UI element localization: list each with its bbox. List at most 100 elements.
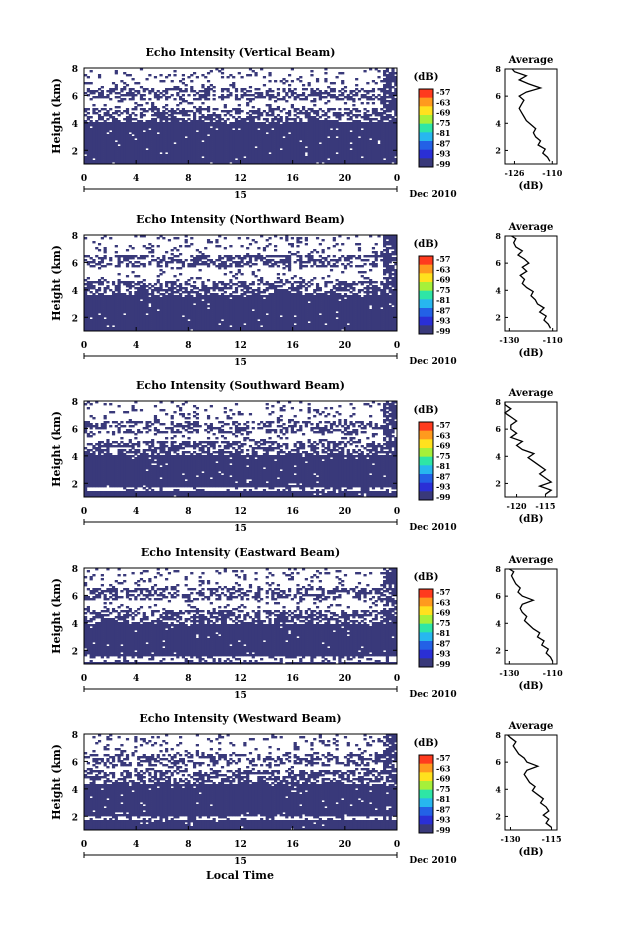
heat-cell xyxy=(355,154,359,157)
heat-cell xyxy=(366,293,370,296)
heat-cell xyxy=(195,160,199,163)
heat-cell xyxy=(181,158,185,161)
heat-cell xyxy=(192,150,197,153)
heat-cell xyxy=(246,146,250,149)
heat-cell xyxy=(268,140,272,143)
heat-cell xyxy=(165,138,169,141)
heat-cell xyxy=(265,239,269,242)
heat-cell xyxy=(385,78,390,81)
heat-cell xyxy=(338,114,342,117)
heat-cell xyxy=(371,136,376,139)
heat-cell xyxy=(240,76,244,79)
heat-cell xyxy=(139,148,144,151)
heat-cell xyxy=(142,138,146,141)
heat-cell xyxy=(276,148,281,151)
heat-cell xyxy=(388,76,392,79)
heat-cell xyxy=(162,138,166,141)
heat-cell xyxy=(274,132,278,135)
heat-cell xyxy=(260,257,264,260)
heat-cell xyxy=(268,98,272,101)
heat-cell xyxy=(128,160,132,163)
heat-cell xyxy=(165,98,169,101)
heat-cell xyxy=(265,152,269,155)
heat-cell xyxy=(201,84,205,87)
heat-cell xyxy=(237,72,241,75)
heat-cell xyxy=(89,148,93,151)
heat-cell xyxy=(109,158,113,161)
heat-cell xyxy=(86,289,90,292)
heat-cell xyxy=(276,255,281,258)
heat-cell xyxy=(268,255,272,258)
heat-cell xyxy=(198,98,202,101)
heat-cell xyxy=(318,92,322,95)
heat-cell xyxy=(232,76,236,79)
heat-cell xyxy=(391,120,395,123)
heat-cell xyxy=(142,128,146,131)
heat-cell xyxy=(220,140,225,143)
heat-cell xyxy=(352,100,356,103)
x-tick-label: 16 xyxy=(286,174,299,184)
heat-cell xyxy=(307,112,311,115)
heat-cell xyxy=(327,146,331,149)
heat-cell xyxy=(162,94,166,97)
heat-cell xyxy=(246,253,250,256)
heat-cell xyxy=(388,287,392,290)
heat-cell xyxy=(296,239,300,242)
heat-cell xyxy=(374,265,378,268)
heat-cell xyxy=(220,148,225,151)
heat-cell xyxy=(206,106,211,109)
heat-cell xyxy=(307,82,311,85)
heat-cell xyxy=(394,245,398,248)
heat-cell xyxy=(285,160,289,163)
heat-cell xyxy=(251,239,255,242)
heat-cell xyxy=(97,114,102,117)
heat-cell xyxy=(377,98,381,101)
heat-cell xyxy=(385,106,390,109)
heat-cell xyxy=(357,271,362,274)
heat-cell xyxy=(315,259,320,262)
heat-cell xyxy=(226,136,230,139)
heat-cell xyxy=(128,285,132,288)
heat-cell xyxy=(357,130,362,133)
heat-cell xyxy=(332,239,336,242)
heat-cell xyxy=(153,120,158,123)
heat-cell xyxy=(265,150,269,153)
heat-cell xyxy=(246,255,250,258)
heat-cell xyxy=(237,142,241,145)
heat-cell xyxy=(246,287,250,290)
heat-cell xyxy=(371,146,376,149)
heat-cell xyxy=(173,144,177,147)
heat-cell xyxy=(201,132,205,135)
heat-cell xyxy=(248,142,253,145)
heat-cell xyxy=(159,289,163,292)
heat-cell xyxy=(106,154,110,157)
heat-cell xyxy=(293,261,297,264)
heat-cell xyxy=(137,120,141,123)
heat-cell xyxy=(363,136,367,139)
heat-cell xyxy=(181,140,185,143)
heat-cell xyxy=(176,279,180,282)
heat-cell xyxy=(184,289,188,292)
heat-cell xyxy=(318,261,322,264)
heat-cell xyxy=(394,277,398,280)
heat-cell xyxy=(374,124,378,127)
heat-cell xyxy=(296,140,300,143)
heat-cell xyxy=(117,120,121,123)
heat-cell xyxy=(86,126,90,129)
heat-cell xyxy=(363,148,367,151)
heat-cell xyxy=(173,287,177,290)
heat-cell xyxy=(156,154,160,157)
heat-cell xyxy=(274,134,278,137)
heat-cell xyxy=(123,142,127,145)
heat-cell xyxy=(176,148,180,151)
heat-cell xyxy=(329,162,334,165)
heat-cell xyxy=(265,128,269,131)
heat-cell xyxy=(151,158,155,161)
heat-cell xyxy=(120,130,124,133)
heat-cell xyxy=(276,136,281,139)
heat-cell xyxy=(204,90,208,93)
heat-cell xyxy=(321,144,325,147)
heat-cell xyxy=(229,279,233,282)
heat-cell xyxy=(204,160,208,163)
heat-cell xyxy=(262,132,267,135)
